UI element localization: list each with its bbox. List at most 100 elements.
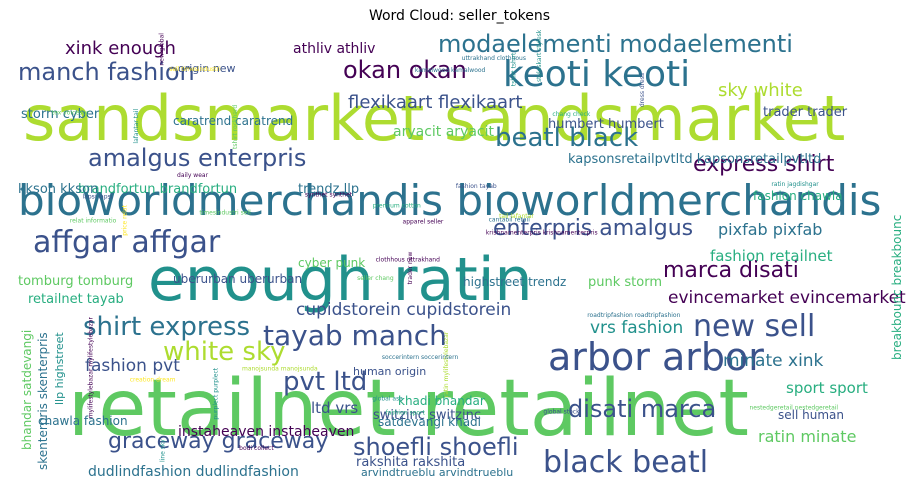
word-tshirt-tshirt: tshirt tshirt xyxy=(510,52,517,86)
word-roadtripfashion-roadtripfashion: roadtripfashion roadtripfashion xyxy=(587,312,680,319)
word-tex-voicesoc: tex voicesoc xyxy=(52,110,89,117)
word-black-beatl: black beatl xyxy=(543,445,708,478)
word-chang-check: chang check xyxy=(552,111,590,118)
word-switzinc-switzinc: switzinc switzinc xyxy=(373,408,481,423)
word-new-sell: new sell xyxy=(693,309,815,344)
word-graceway-graceway: graceway graceway xyxy=(108,429,328,454)
word-storm-cyber: storm cyber xyxy=(21,107,100,122)
word-minate-xink: minate xink xyxy=(723,351,824,371)
word-line-sky: line sky xyxy=(160,439,167,462)
word-cupidstorein-cupidstorein: cupidstorein cupidstorein xyxy=(296,300,511,320)
word-sandsmarket-sandsmarket: sandsmarket sandsmarket xyxy=(23,82,845,155)
word-skenterpris-skenterpris: skenterpris skenterpris xyxy=(36,332,50,470)
word-disati-marca: disati marca xyxy=(568,395,716,423)
word-highstreet-trendz: highstreet trendz xyxy=(463,275,566,289)
word-fashion-retailnet: fashion retailnet xyxy=(710,247,833,265)
word-manojsunda-manojsunda: manojsunda manojsunda xyxy=(242,365,318,372)
word-krishnamenterpris-krishnamenterpris: krishnamenterpris krishnamenterpris xyxy=(486,229,598,236)
word-cloud-svg: sandsmarket sandsmarket retailnet retailn… xyxy=(18,30,906,478)
word-llp-highstreet: llp highstreet xyxy=(53,332,66,405)
word-trader-trader: trader trader xyxy=(763,105,848,120)
word-humbert-humbert: humbert humbert xyxy=(548,117,664,132)
word-seller-chang: seller chang xyxy=(357,275,394,282)
word-express-shirt: express shirt xyxy=(693,152,835,177)
word-clothhous-uttrakhand: clothhous uttrakhand xyxy=(376,257,441,264)
word-styleskart-styleskart: styleskart styleskart xyxy=(536,30,543,82)
word-kamalwood-kamalwood: kamalwood kamalwood xyxy=(415,67,486,74)
word-sky-white: sky white xyxy=(718,80,803,101)
word-timesindustri-sell: timesindustri sell xyxy=(199,210,251,217)
word-enterpris-amalgus: enterpris amalgus xyxy=(493,216,693,241)
word-premium-cotton: premium cotton xyxy=(373,203,421,210)
word-fashion-tayab: fashion tayab xyxy=(456,183,497,190)
word-tshirt-rockhard: tshirt rockhard xyxy=(232,105,239,149)
word-sport-sport: sport sport xyxy=(786,379,868,397)
word-arvindtrueblu-arvindtrueblu: arvindtrueblu arvindtrueblu xyxy=(361,466,513,478)
word-bhandar-satdevangi: bhandar satdevangi xyxy=(20,330,34,450)
word-satdevangi-khadi: satdevangi khadi xyxy=(378,415,481,429)
word-origin-new: origin new xyxy=(178,62,236,75)
word-instaheaven-instaheaven: instaheaven instaheaven xyxy=(178,424,354,440)
word-affgar-affgar: affgar affgar xyxy=(33,225,221,260)
word-fashion-chawla: fashion chawla xyxy=(753,189,843,203)
word-fashion-sport: fashion sport xyxy=(386,410,426,417)
word-ratin-minate: ratin minate xyxy=(758,427,856,446)
word-soccerintern-soccerintern: soccerintern soccerintern xyxy=(382,354,459,361)
word-chawla-fashion: chawla fashion xyxy=(38,414,128,428)
word-lapsi-lapsi: lapsi lapsi xyxy=(83,194,113,201)
word-punk-storm: punk storm xyxy=(588,275,662,290)
word-trendz-llp: trendz llp xyxy=(298,182,359,197)
word-rakshita-rakshita: rakshita rakshita xyxy=(356,455,465,470)
word-marca-disati: marca disati xyxy=(663,258,799,283)
word-tomburg-tomburg: tomburg tomburg xyxy=(18,274,133,289)
word-sell-timesindustri: sell timesindustri xyxy=(169,66,221,73)
word-synthet-synthet: synthet synthet xyxy=(305,191,353,198)
word-bodi-collect: bodi collect xyxy=(239,445,274,452)
word-creation-dream: creation dream xyxy=(130,377,176,384)
word-shoefli-shoefli: shoefli shoefli xyxy=(353,433,519,461)
word-global-stock: global stock xyxy=(543,408,580,415)
word-pvt-ltd: pvt ltd xyxy=(283,367,367,397)
word-relat-informatio: relat informatio xyxy=(70,217,117,224)
word-arbor-arbor: arbor arbor xyxy=(548,335,764,379)
word-new-global: new global xyxy=(158,33,165,66)
word-fashion-pvt: fashion pvt xyxy=(85,356,180,376)
word-white-sky: white sky xyxy=(163,337,285,367)
word-caratrend-caratrend: caratrend caratrend xyxy=(173,114,293,128)
word-lafantar-tail: lafantar tail xyxy=(133,109,140,144)
word-price-relat: price relat xyxy=(121,204,128,235)
chart-title: Word Cloud: seller_tokens xyxy=(368,8,551,24)
word-aryacit-aryacit: aryacit aryacit xyxy=(393,124,495,140)
word-enough-ratin: enough ratin xyxy=(148,245,533,315)
word-cantabil-retail: cantabil retail xyxy=(489,217,531,224)
word-khadi-bhandar: khadi bhandar xyxy=(398,394,485,408)
word-kkson-kkson: kkson kkson xyxy=(18,182,98,197)
word-bioworldmerchandis-bioworldmerchandis: bioworldmerchandis bioworldmerchandis xyxy=(18,176,881,225)
word-nestedgeretail-nestedgeretail: nestedgeretail nestedgeretail xyxy=(749,405,838,412)
word-uttrakhand-clothhous: uttrakhand clothhous xyxy=(462,55,526,62)
word-vrs-fashion: vrs fashion xyxy=(590,318,683,338)
word-okan-okan: okan okan xyxy=(343,56,467,84)
word-ltd-vrs: ltd vrs xyxy=(311,399,358,417)
word-purplect-purplect: purplect purplect xyxy=(212,367,219,419)
word-dudlindfashion-dudlindfashion: dudlindfashion dudlindfashion xyxy=(88,464,299,478)
word-sell-human: sell human xyxy=(778,408,844,422)
word-trader-new: trader new xyxy=(407,252,414,285)
word-cyber-punk: cyber punk xyxy=(298,256,365,270)
word-keoti-keoti: keoti keoti xyxy=(503,54,690,95)
word-flexikaart-flexikaart: flexikaart flexikaart xyxy=(348,92,522,113)
word-evincemarket-evincemarket: evincemarket evincemarket xyxy=(668,288,906,308)
word-beatl-black: beatl black xyxy=(495,123,638,153)
word-tail-lafantar: tail lafantar xyxy=(499,213,534,220)
word-athliv-athliv: athliv athliv xyxy=(293,41,375,57)
word-pixfab-pixfab: pixfab pixfab xyxy=(718,220,822,239)
word-uberurban-uberurban: uberurban uberurban xyxy=(173,272,302,286)
word-cloud-area: sandsmarket sandsmarket retailnet retailn… xyxy=(13,30,906,478)
word-mylifestylebazar-mylifestylebazar: mylifestylebazar mylifestylebazar xyxy=(88,316,95,418)
word-retailnet-tayab: retailnet tayab xyxy=(28,292,124,307)
word-retailnet-retailnet: retailnet retailnet xyxy=(68,364,749,454)
word-human-origin: human origin xyxy=(353,365,426,378)
word-xink-enough: xink enough xyxy=(65,38,176,59)
word-ratin-jagdishgar: ratin jagdishgar xyxy=(771,181,819,188)
word-shirt-express: shirt express xyxy=(83,312,250,342)
